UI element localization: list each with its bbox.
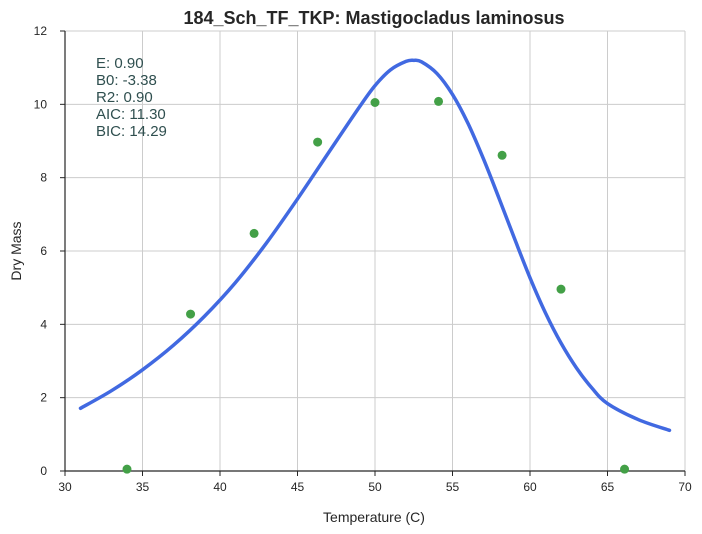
data-points-layer — [122, 96, 630, 474]
chart-title: 184_Sch_TF_TKP: Mastigocladus laminosus — [183, 8, 564, 28]
y-tick-label: 12 — [34, 24, 48, 38]
x-tick-label: 70 — [678, 480, 692, 494]
x-tick-label: 40 — [213, 480, 227, 494]
y-tick-label: 0 — [40, 464, 47, 478]
data-point — [122, 464, 132, 474]
y-tick-label: 10 — [34, 97, 48, 111]
y-tick-label: 8 — [40, 171, 47, 185]
data-point — [186, 309, 196, 319]
stat-bic: BIC: 14.29 — [96, 123, 167, 140]
y-tick-label: 2 — [40, 391, 47, 405]
data-point — [249, 228, 259, 238]
fit-statistics: E: 0.90 B0: -3.38 R2: 0.90 AIC: 11.30 BI… — [96, 55, 167, 140]
x-tick-label: 65 — [601, 480, 615, 494]
y-tick-label: 4 — [40, 317, 47, 331]
data-point — [434, 96, 444, 106]
x-tick-label: 55 — [446, 480, 460, 494]
fit-curve-line — [78, 58, 672, 433]
y-axis-label: Dry Mass — [8, 221, 24, 280]
data-point — [497, 150, 507, 160]
x-tick-label: 60 — [523, 480, 537, 494]
data-point — [556, 284, 566, 294]
x-tick-label: 45 — [291, 480, 305, 494]
stat-r2: R2: 0.90 — [96, 89, 153, 106]
x-tick-label: 30 — [58, 480, 72, 494]
x-tick-label: 35 — [136, 480, 150, 494]
fit-curve-layer — [78, 58, 672, 433]
stat-b0: B0: -3.38 — [96, 72, 157, 89]
stat-e: E: 0.90 — [96, 55, 144, 72]
stat-aic: AIC: 11.30 — [96, 106, 166, 123]
data-point — [370, 98, 380, 107]
ticks-layer: 30 35 40 45 50 55 60 65 70 0 2 4 6 8 10 12 — [34, 24, 692, 494]
data-point — [313, 137, 323, 147]
grid-layer — [65, 30, 686, 471]
y-tick-label: 6 — [40, 244, 47, 258]
data-point — [620, 464, 630, 474]
x-tick-label: 50 — [368, 480, 382, 494]
x-axis-label: Temperature (C) — [323, 509, 425, 525]
